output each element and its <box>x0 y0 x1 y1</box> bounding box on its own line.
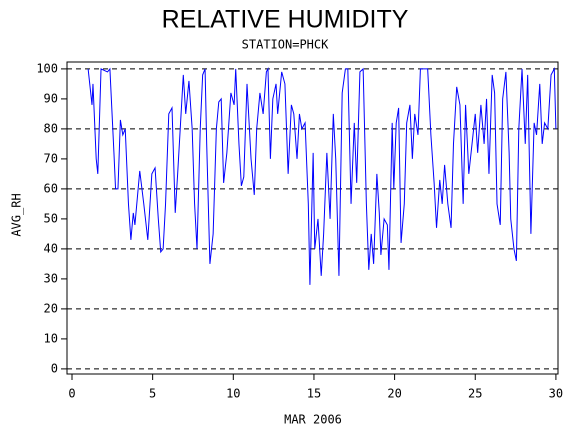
x-tick-label: 25 <box>468 387 482 401</box>
x-axis-label: MAR 2006 <box>284 413 342 427</box>
y-tick-label: 10 <box>44 331 58 345</box>
y-axis-label: AVG_RH <box>10 193 24 236</box>
y-tick-label: 0 <box>51 361 58 375</box>
y-tick-label: 70 <box>44 151 58 165</box>
x-tick-label: 20 <box>387 387 401 401</box>
x-tick-label: 30 <box>549 387 563 401</box>
y-tick-label: 90 <box>44 91 58 105</box>
y-tick-label: 20 <box>44 301 58 315</box>
chart-subtitle: STATION=PHCK <box>242 38 329 52</box>
chart-title: RELATIVE HUMIDITY <box>162 6 409 34</box>
data-line <box>87 67 557 285</box>
plot-frame <box>66 61 559 375</box>
y-tick-label: 50 <box>44 211 58 225</box>
x-tick-label: 0 <box>68 387 75 401</box>
x-tick-label: 5 <box>149 387 156 401</box>
x-tick-label: 15 <box>307 387 321 401</box>
y-tick-label: 60 <box>44 181 58 195</box>
x-tick-label: 10 <box>226 387 240 401</box>
y-tick-label: 40 <box>44 241 58 255</box>
y-tick-label: 100 <box>36 61 58 75</box>
y-tick-label: 30 <box>44 271 58 285</box>
y-tick-label: 80 <box>44 121 58 135</box>
